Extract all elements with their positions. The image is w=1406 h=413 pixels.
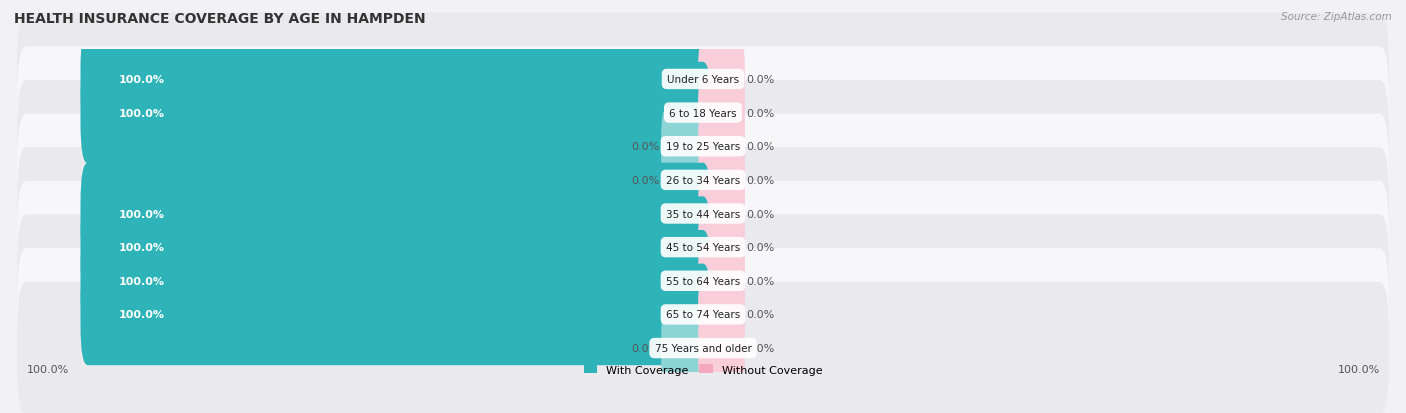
FancyBboxPatch shape xyxy=(697,76,745,151)
Text: 0.0%: 0.0% xyxy=(747,142,775,152)
Text: 0.0%: 0.0% xyxy=(747,343,775,353)
Text: Source: ZipAtlas.com: Source: ZipAtlas.com xyxy=(1281,12,1392,22)
FancyBboxPatch shape xyxy=(697,210,745,285)
FancyBboxPatch shape xyxy=(661,109,709,184)
FancyBboxPatch shape xyxy=(80,163,710,265)
Text: 0.0%: 0.0% xyxy=(747,276,775,286)
FancyBboxPatch shape xyxy=(17,181,1389,313)
FancyBboxPatch shape xyxy=(697,143,745,218)
Text: 65 to 74 Years: 65 to 74 Years xyxy=(666,310,740,320)
Text: 100.0%: 100.0% xyxy=(118,108,165,118)
FancyBboxPatch shape xyxy=(80,230,710,332)
Text: 100.0%: 100.0% xyxy=(118,242,165,252)
Text: 0.0%: 0.0% xyxy=(747,310,775,320)
FancyBboxPatch shape xyxy=(17,282,1389,413)
Text: 100.0%: 100.0% xyxy=(27,364,69,374)
Text: 100.0%: 100.0% xyxy=(118,310,165,320)
Text: 0.0%: 0.0% xyxy=(631,176,659,185)
Text: 45 to 54 Years: 45 to 54 Years xyxy=(666,242,740,252)
FancyBboxPatch shape xyxy=(80,264,710,366)
FancyBboxPatch shape xyxy=(80,29,710,131)
Text: 26 to 34 Years: 26 to 34 Years xyxy=(666,176,740,185)
FancyBboxPatch shape xyxy=(80,63,710,164)
FancyBboxPatch shape xyxy=(17,14,1389,146)
FancyBboxPatch shape xyxy=(17,215,1389,347)
FancyBboxPatch shape xyxy=(17,148,1389,280)
Text: 0.0%: 0.0% xyxy=(747,75,775,85)
Text: 100.0%: 100.0% xyxy=(118,276,165,286)
Text: 0.0%: 0.0% xyxy=(747,176,775,185)
Text: 100.0%: 100.0% xyxy=(1337,364,1379,374)
Legend: With Coverage, Without Coverage: With Coverage, Without Coverage xyxy=(579,360,827,379)
Text: 0.0%: 0.0% xyxy=(747,209,775,219)
FancyBboxPatch shape xyxy=(17,81,1389,213)
Text: 0.0%: 0.0% xyxy=(747,108,775,118)
Text: 6 to 18 Years: 6 to 18 Years xyxy=(669,108,737,118)
FancyBboxPatch shape xyxy=(697,43,745,117)
FancyBboxPatch shape xyxy=(697,244,745,318)
FancyBboxPatch shape xyxy=(661,311,709,385)
FancyBboxPatch shape xyxy=(697,311,745,385)
Text: 100.0%: 100.0% xyxy=(118,75,165,85)
Text: 0.0%: 0.0% xyxy=(631,142,659,152)
FancyBboxPatch shape xyxy=(17,47,1389,179)
FancyBboxPatch shape xyxy=(697,109,745,184)
Text: 0.0%: 0.0% xyxy=(631,343,659,353)
FancyBboxPatch shape xyxy=(697,177,745,251)
Text: HEALTH INSURANCE COVERAGE BY AGE IN HAMPDEN: HEALTH INSURANCE COVERAGE BY AGE IN HAMP… xyxy=(14,12,426,26)
Text: 35 to 44 Years: 35 to 44 Years xyxy=(666,209,740,219)
FancyBboxPatch shape xyxy=(17,114,1389,247)
Text: Under 6 Years: Under 6 Years xyxy=(666,75,740,85)
FancyBboxPatch shape xyxy=(17,249,1389,381)
FancyBboxPatch shape xyxy=(661,143,709,218)
Text: 55 to 64 Years: 55 to 64 Years xyxy=(666,276,740,286)
Text: 75 Years and older: 75 Years and older xyxy=(655,343,751,353)
FancyBboxPatch shape xyxy=(697,278,745,352)
FancyBboxPatch shape xyxy=(80,197,710,298)
Text: 100.0%: 100.0% xyxy=(118,209,165,219)
Text: 19 to 25 Years: 19 to 25 Years xyxy=(666,142,740,152)
Text: 0.0%: 0.0% xyxy=(747,242,775,252)
